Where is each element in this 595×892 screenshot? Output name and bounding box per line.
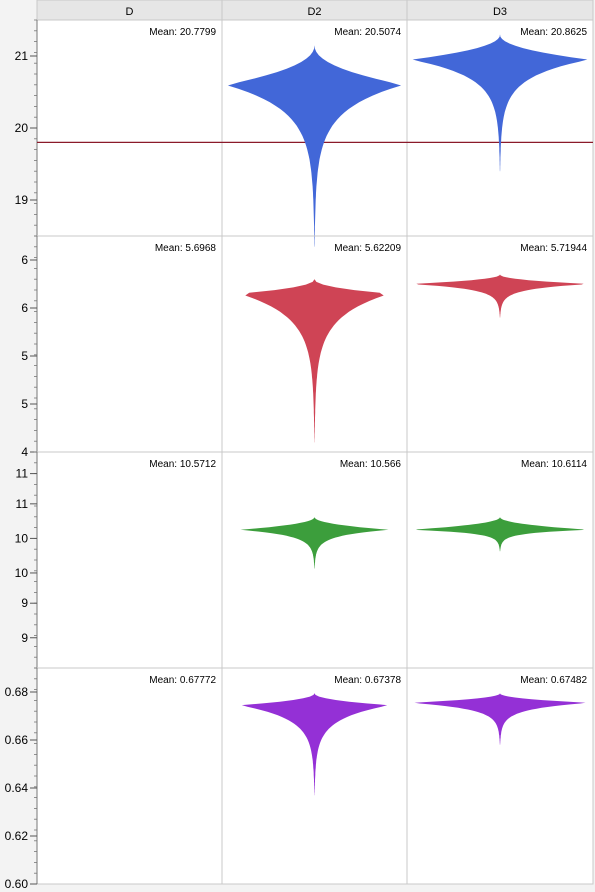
column-header-label-d3: D3 [493, 6, 507, 18]
panel-3-cell-2 [406, 667, 594, 885]
mean-label-2-0: Mean: 10.5712 [149, 459, 216, 470]
y-tick-label: 6 [21, 253, 28, 267]
y-tick-label: 0.68 [5, 685, 29, 699]
violin-2-d2 [240, 516, 389, 569]
y-tick-label: 6 [21, 301, 28, 315]
y-tick-label: 21 [15, 49, 29, 63]
mean-label-3-0: Mean: 0.67772 [149, 675, 216, 686]
mean-label-0-1: Mean: 20.5074 [334, 27, 401, 38]
mean-label-1-0: Mean: 5.6968 [155, 243, 217, 254]
y-tick-label: 4 [21, 445, 28, 459]
y-tick-label: 10 [15, 531, 29, 545]
y-tick-label: 10 [15, 566, 29, 580]
violin-0-d3 [412, 34, 588, 172]
mean-label-3-1: Mean: 0.67378 [334, 675, 401, 686]
y-tick-label: 19 [15, 193, 29, 207]
mean-label-1-1: Mean: 5.62209 [334, 243, 401, 254]
violin-2-d3 [415, 516, 585, 552]
mean-label-0-0: Mean: 20.7799 [149, 27, 216, 38]
y-tick-label: 9 [21, 596, 28, 610]
y-tick-label: 5 [21, 397, 28, 411]
violin-1-d3 [416, 274, 584, 318]
y-tick-label: 11 [16, 497, 29, 511]
mean-label-2-1: Mean: 10.566 [340, 459, 402, 470]
column-header-label-d2: D2 [307, 6, 321, 18]
violin-3-d3 [414, 693, 586, 745]
y-tick-label: 0.66 [5, 733, 29, 747]
mean-label-2-2: Mean: 10.6114 [521, 459, 587, 470]
violin-0-d2 [227, 45, 402, 247]
y-tick-label: 0.60 [5, 877, 29, 891]
y-tick-label: 20 [15, 121, 29, 135]
y-tick-label: 0.64 [5, 781, 29, 795]
mean-label-0-2: Mean: 20.8625 [520, 27, 587, 38]
y-tick-label: 11 [16, 467, 29, 481]
violin-3-d2 [241, 693, 388, 796]
y-tick-label: 9 [21, 631, 28, 645]
column-header-label-d: D [126, 6, 134, 18]
y-tick-label: 5 [21, 349, 28, 363]
mean-label-3-2: Mean: 0.67482 [520, 675, 587, 686]
mean-label-1-2: Mean: 5.71944 [520, 243, 587, 254]
y-tick-label: 0.62 [5, 829, 29, 843]
violin-1-d2 [245, 279, 384, 443]
